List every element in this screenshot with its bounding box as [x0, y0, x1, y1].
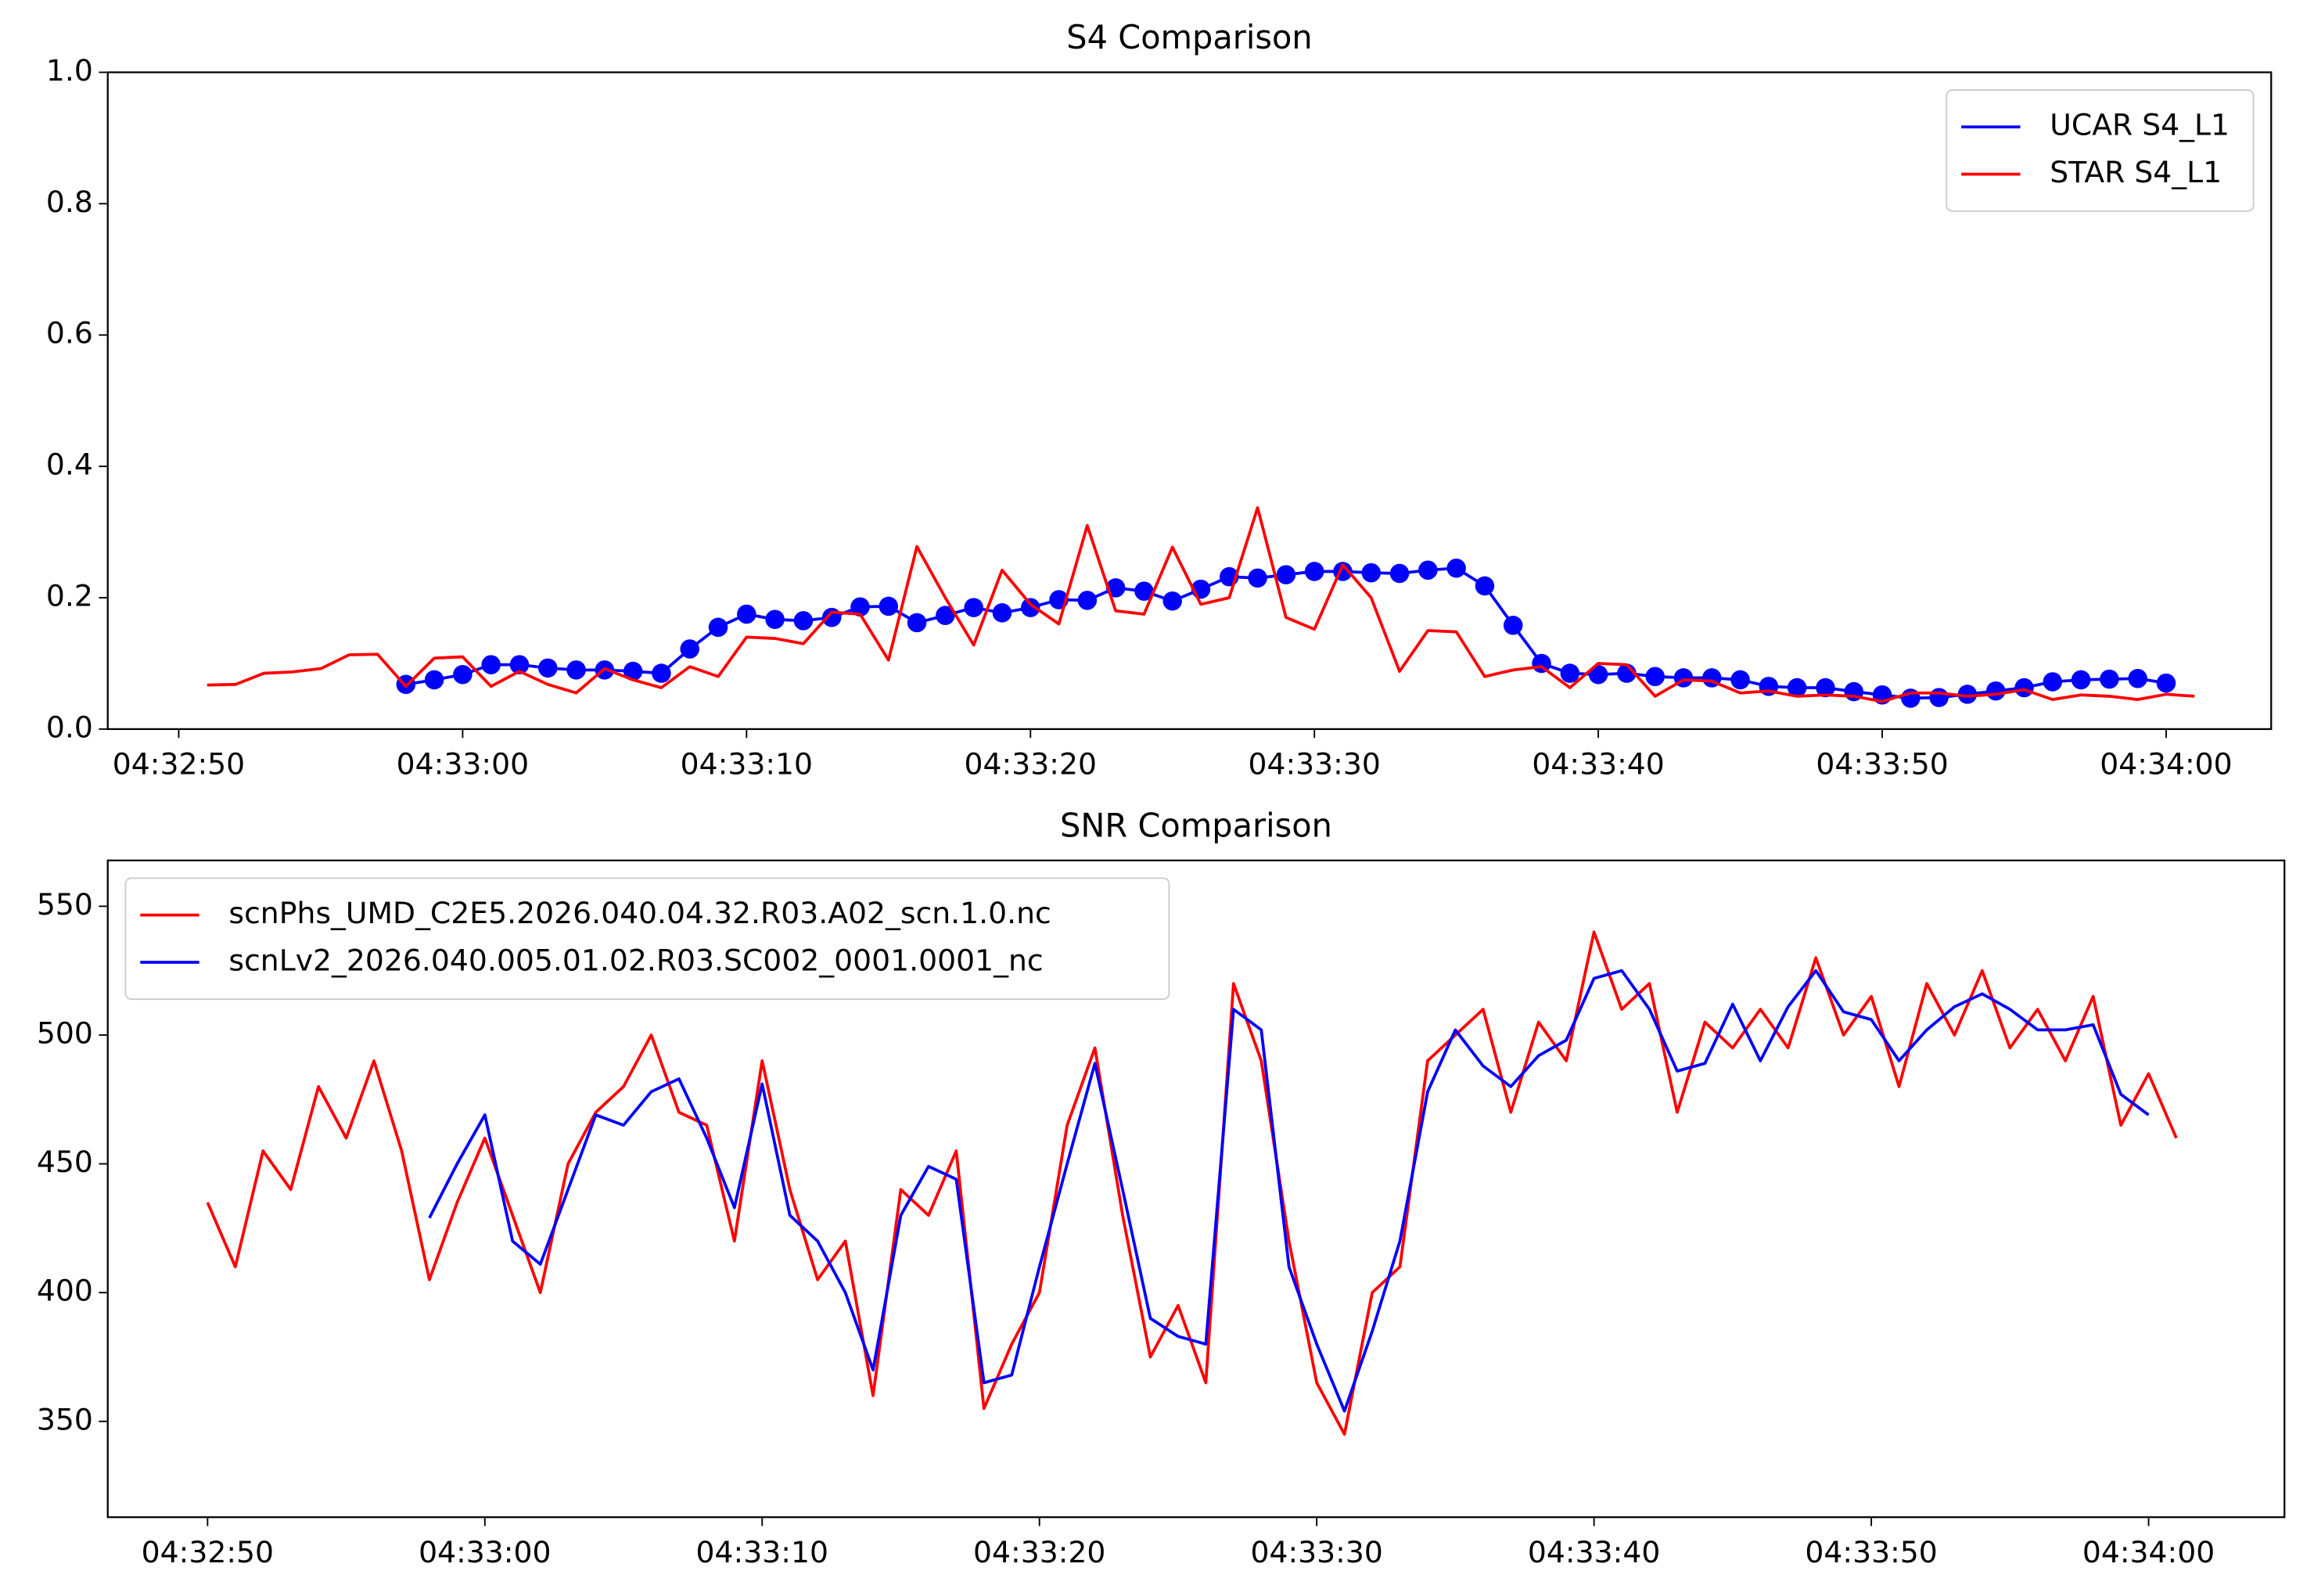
x-tick-label: 04:34:00: [2082, 1535, 2215, 1569]
y-tick-label: 450: [37, 1145, 93, 1179]
series-marker: [1475, 576, 1495, 596]
series-marker: [793, 611, 814, 631]
series-line: [405, 566, 2167, 700]
series-marker: [652, 663, 671, 683]
legend-label: scnLv2_2026.040.005.01.02.R03.SC002_0001…: [228, 943, 1043, 977]
y-tick-label: 1.0: [46, 53, 93, 88]
series-line: [206, 930, 2178, 1436]
series-marker: [1645, 667, 1665, 687]
legend-label: scnPhs_UMD_C2E5.2026.040.04.32.R03.A02_s…: [228, 896, 1051, 930]
x-tick-label: 04:34:00: [2100, 747, 2232, 782]
series-marker: [1503, 616, 1523, 635]
series-marker: [481, 655, 501, 674]
legend-box: [1946, 89, 2255, 212]
series-marker: [850, 597, 870, 617]
chart-title: S4 Comparison: [1066, 18, 1312, 56]
y-tick-label: 350: [37, 1402, 93, 1436]
legend-box: [124, 877, 1170, 1001]
x-tick-label: 04:33:40: [1532, 747, 1664, 782]
series-marker: [1020, 598, 1040, 617]
series-marker: [2071, 670, 2091, 690]
x-tick-label: 04:33:30: [1250, 1535, 1382, 1569]
series-marker: [1730, 670, 1750, 690]
series-marker: [1957, 685, 1978, 704]
series-marker: [1361, 563, 1382, 583]
x-tick-label: 04:33:10: [696, 1535, 828, 1569]
y-tick-label: 500: [37, 1015, 93, 1050]
y-tick-label: 0.0: [46, 710, 93, 744]
x-tick-label: 04:33:20: [965, 747, 1097, 782]
series-marker: [623, 661, 643, 681]
series-marker: [1418, 560, 1438, 581]
x-tick-label: 04:33:50: [1805, 1535, 1937, 1569]
series-marker: [2043, 672, 2063, 692]
series-marker: [964, 598, 983, 617]
y-tick-label: 400: [37, 1274, 93, 1308]
series-marker: [1304, 562, 1324, 581]
x-tick-label: 04:32:50: [113, 747, 245, 782]
series-marker: [1389, 563, 1410, 584]
series-marker: [1162, 591, 1182, 611]
series-marker: [1446, 558, 1466, 578]
series-marker: [1560, 663, 1580, 683]
series-marker: [680, 639, 700, 659]
series-marker: [936, 606, 955, 625]
y-tick-label: 550: [37, 887, 93, 922]
series-marker: [1588, 664, 1608, 685]
series-marker: [453, 664, 473, 685]
legend-label: STAR S4_L1: [2050, 155, 2222, 189]
series-marker: [2100, 669, 2119, 689]
chart-title: SNR Comparison: [1060, 806, 1332, 844]
series-line: [207, 506, 2195, 703]
series-marker: [538, 658, 558, 678]
x-tick-label: 04:33:50: [1816, 747, 1948, 782]
series-marker: [992, 603, 1012, 623]
series-marker: [737, 604, 756, 624]
series-marker: [1929, 688, 1949, 707]
y-tick-label: 0.4: [46, 448, 93, 482]
series-marker: [1248, 568, 1267, 588]
series-marker: [1077, 591, 1098, 610]
series-line: [428, 969, 2150, 1413]
legend-label: UCAR S4_L1: [2050, 108, 2230, 142]
x-tick-label: 04:33:40: [1528, 1535, 1660, 1569]
plot-frame: [106, 71, 2273, 731]
plot-frame: [106, 859, 2286, 1519]
series-marker: [1816, 678, 1835, 698]
y-tick-label: 0.8: [46, 185, 93, 219]
series-marker: [1276, 565, 1296, 584]
series-marker: [1985, 681, 2006, 701]
x-tick-label: 04:32:50: [142, 1535, 274, 1569]
series-marker: [765, 609, 785, 629]
series-marker: [566, 660, 586, 680]
series-marker: [879, 596, 899, 616]
series-marker: [2156, 673, 2176, 693]
series-marker: [424, 670, 444, 690]
series-marker: [708, 617, 728, 638]
x-tick-label: 04:33:00: [397, 747, 529, 782]
series-marker: [1134, 581, 1154, 601]
x-tick-label: 04:33:00: [419, 1535, 551, 1569]
x-tick-label: 04:33:10: [681, 747, 813, 782]
series-marker: [1787, 678, 1807, 698]
x-tick-label: 04:33:30: [1248, 747, 1380, 782]
series-marker: [2128, 669, 2147, 688]
y-tick-label: 0.2: [46, 579, 93, 613]
series-marker: [907, 613, 927, 633]
series-marker: [2014, 678, 2034, 698]
y-tick-label: 0.6: [46, 316, 93, 350]
series-marker: [509, 655, 530, 674]
x-tick-label: 04:33:20: [973, 1535, 1105, 1569]
